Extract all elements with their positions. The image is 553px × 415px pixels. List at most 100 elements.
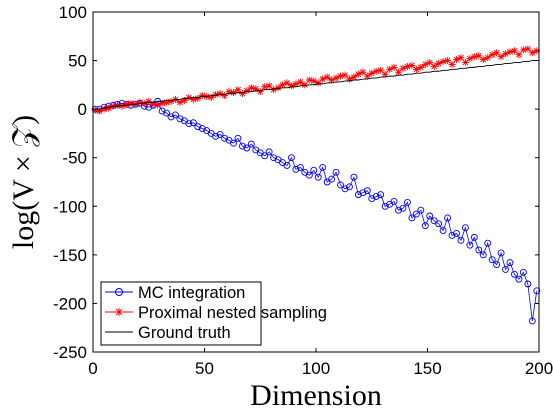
data-point bbox=[448, 231, 456, 239]
data-point bbox=[247, 84, 255, 92]
series-layer bbox=[91, 45, 541, 325]
data-point bbox=[470, 53, 478, 61]
data-point bbox=[198, 125, 206, 133]
data-point bbox=[484, 239, 492, 247]
data-point bbox=[247, 140, 255, 148]
x-axis-title: Dimension bbox=[250, 379, 382, 412]
y-tick-label: -50 bbox=[62, 149, 87, 168]
data-point bbox=[453, 230, 460, 237]
data-point bbox=[145, 97, 153, 105]
data-point bbox=[435, 220, 443, 228]
data-point bbox=[301, 81, 309, 89]
data-point bbox=[377, 66, 385, 74]
data-point bbox=[270, 154, 278, 162]
data-point bbox=[323, 73, 331, 81]
data-point bbox=[493, 261, 501, 269]
data-point bbox=[283, 79, 291, 87]
data-point bbox=[519, 268, 527, 276]
data-point bbox=[475, 246, 483, 254]
data-point bbox=[229, 89, 237, 97]
data-point bbox=[189, 119, 197, 127]
data-point bbox=[238, 142, 246, 150]
data-point bbox=[163, 109, 171, 117]
data-point bbox=[243, 144, 251, 152]
data-point bbox=[337, 72, 345, 80]
data-point bbox=[484, 54, 492, 62]
x-tick-label: 150 bbox=[413, 359, 441, 378]
data-point bbox=[466, 241, 474, 249]
data-point bbox=[283, 162, 291, 169]
data-point bbox=[363, 187, 371, 195]
data-point bbox=[381, 202, 389, 210]
data-point bbox=[305, 171, 313, 179]
y-tick-label: 0 bbox=[78, 100, 87, 119]
x-tick-label: 50 bbox=[195, 359, 214, 378]
data-point bbox=[488, 256, 496, 264]
legend-entry-gt: Ground truth bbox=[105, 324, 231, 342]
legend-entry-pns: Proximal nested sampling bbox=[105, 304, 327, 322]
data-point bbox=[479, 251, 487, 259]
data-point bbox=[212, 91, 220, 99]
data-point bbox=[461, 224, 469, 232]
data-point bbox=[457, 54, 465, 62]
data-point bbox=[377, 191, 385, 199]
data-point bbox=[399, 204, 407, 212]
series-line bbox=[95, 60, 537, 110]
data-point bbox=[216, 130, 224, 138]
data-point bbox=[502, 50, 510, 58]
data-point bbox=[114, 101, 122, 109]
data-point bbox=[354, 191, 362, 199]
data-point bbox=[212, 132, 220, 140]
data-point bbox=[332, 168, 340, 176]
data-point bbox=[511, 270, 518, 278]
data-point bbox=[296, 163, 304, 171]
data-point bbox=[430, 62, 438, 70]
data-point bbox=[350, 73, 358, 81]
data-point bbox=[524, 280, 532, 288]
data-point bbox=[381, 70, 389, 78]
data-point bbox=[497, 249, 505, 257]
data-point bbox=[439, 227, 447, 235]
data-point bbox=[122, 100, 130, 108]
data-point bbox=[448, 60, 456, 68]
y-tick-label: -250 bbox=[53, 343, 87, 362]
data-point bbox=[310, 166, 318, 174]
data-point bbox=[403, 62, 411, 70]
data-point bbox=[185, 120, 193, 128]
legend-label-gt: Ground truth bbox=[138, 324, 231, 342]
data-point bbox=[243, 87, 251, 95]
data-point bbox=[230, 139, 237, 147]
legend-marker-mc bbox=[115, 288, 123, 296]
data-point bbox=[403, 198, 411, 206]
data-point bbox=[346, 183, 353, 191]
data-point bbox=[515, 51, 523, 59]
data-point bbox=[296, 78, 304, 86]
series-ground-truth bbox=[95, 60, 537, 110]
data-point bbox=[176, 115, 184, 123]
data-point bbox=[470, 233, 478, 241]
x-tick-label: 200 bbox=[525, 359, 553, 378]
data-point bbox=[180, 96, 188, 104]
data-point bbox=[390, 197, 398, 205]
data-point bbox=[292, 165, 300, 173]
data-point bbox=[319, 163, 327, 171]
data-point bbox=[426, 212, 434, 220]
data-point bbox=[359, 189, 367, 197]
data-point bbox=[506, 48, 514, 56]
data-point bbox=[412, 210, 420, 218]
data-point bbox=[194, 123, 202, 131]
x-tick-label: 0 bbox=[88, 359, 97, 378]
data-point bbox=[172, 111, 179, 119]
data-point bbox=[314, 173, 322, 181]
data-point bbox=[408, 214, 416, 222]
data-point bbox=[341, 185, 349, 193]
legend-marker-pns bbox=[115, 308, 123, 316]
y-tick-label: 100 bbox=[59, 3, 87, 22]
data-point bbox=[274, 84, 282, 92]
data-point bbox=[519, 46, 527, 54]
data-point bbox=[457, 236, 465, 244]
data-point bbox=[238, 90, 246, 98]
data-point bbox=[444, 214, 452, 222]
data-point bbox=[421, 222, 429, 230]
data-point bbox=[395, 206, 402, 214]
